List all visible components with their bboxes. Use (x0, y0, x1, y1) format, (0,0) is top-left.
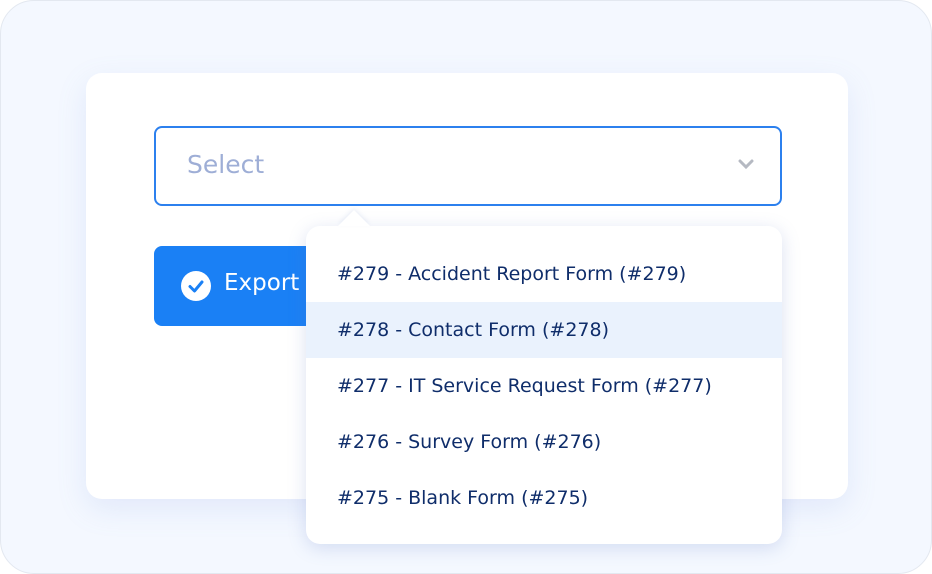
dropdown-option[interactable]: #276 - Survey Form (#276) (337, 431, 602, 453)
check-circle-icon (181, 271, 211, 301)
dropdown-option[interactable]: #279 - Accident Report Form (#279) (337, 263, 687, 285)
dropdown-option[interactable]: #275 - Blank Form (#275) (337, 487, 589, 509)
chevron-down-icon (738, 159, 754, 170)
dropdown-caret (338, 210, 370, 226)
dropdown-menu: #279 - Accident Report Form (#279) #278 … (306, 226, 782, 544)
form-select[interactable]: Select (154, 126, 782, 206)
select-placeholder: Select (187, 150, 265, 179)
export-label: Export (224, 270, 300, 296)
dropdown-option-highlighted[interactable]: #278 - Contact Form (#278) (306, 302, 782, 358)
dropdown-option[interactable]: #277 - IT Service Request Form (#277) (337, 375, 712, 397)
